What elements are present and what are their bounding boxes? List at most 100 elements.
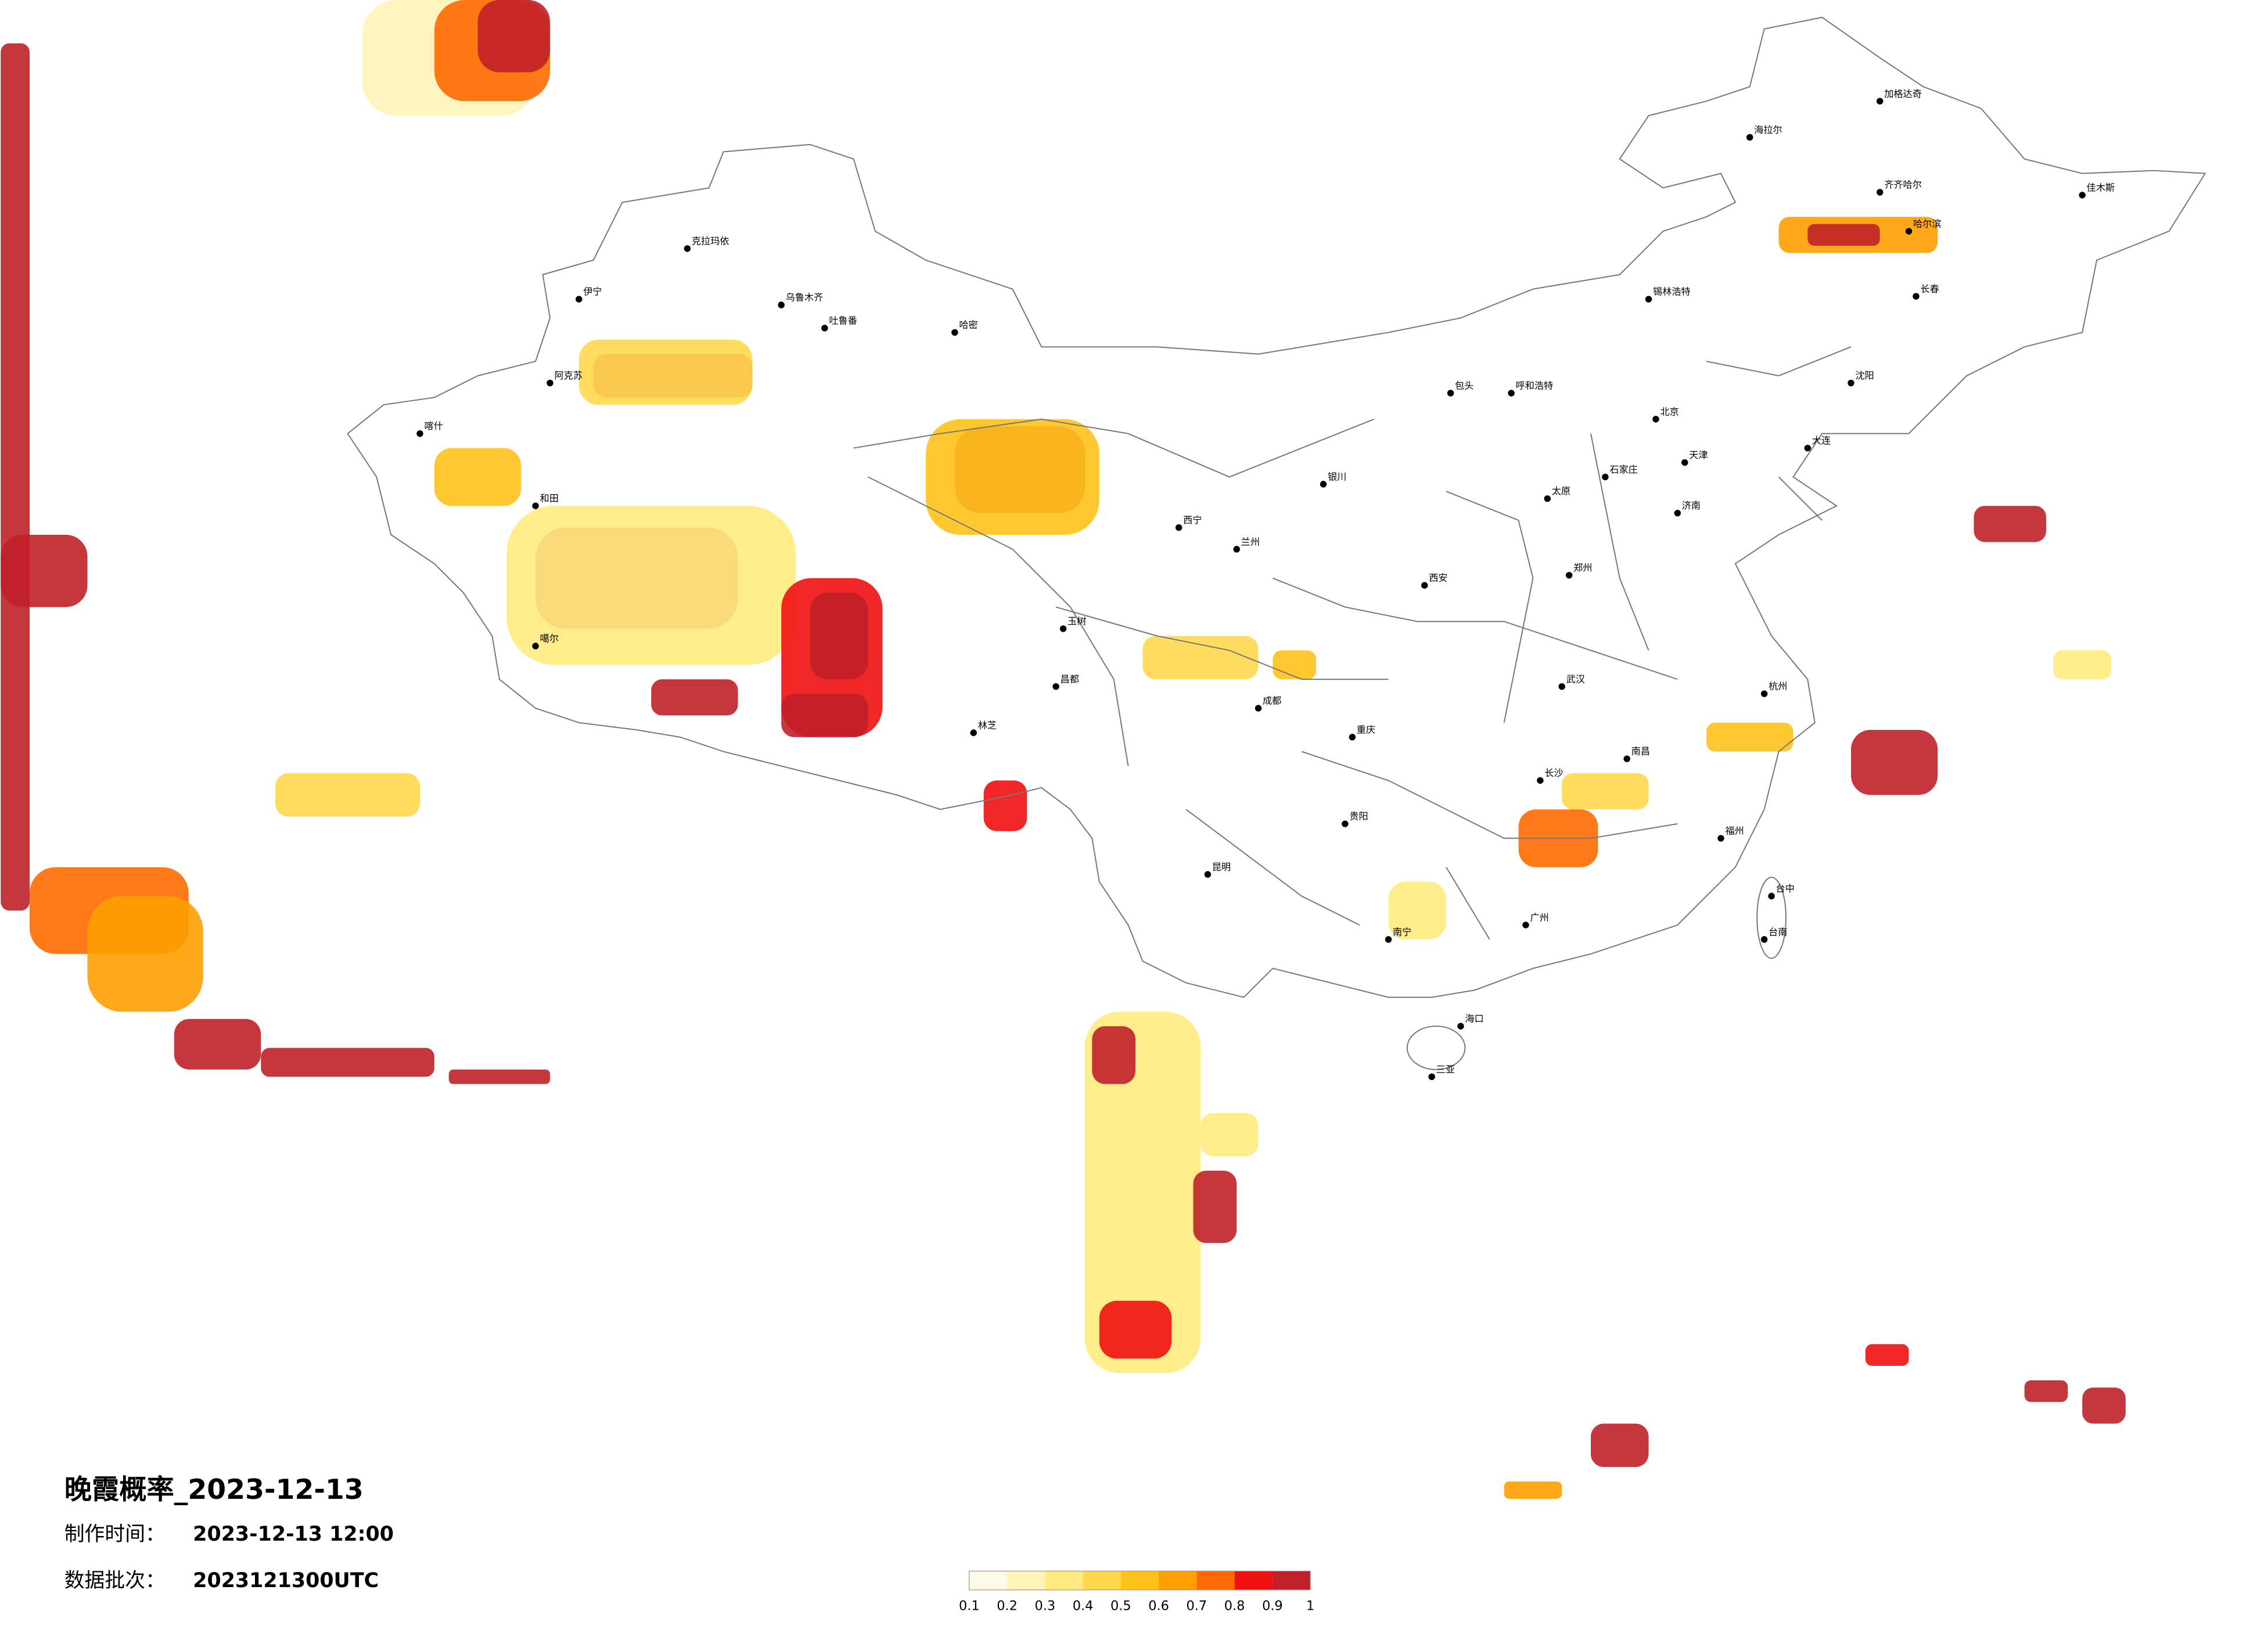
- city-label: 哈尔滨: [1913, 218, 1941, 229]
- city-dot: [547, 379, 553, 387]
- city-dot: [1717, 834, 1724, 842]
- raster-patch: [506, 506, 796, 665]
- city-dot: [1877, 189, 1884, 196]
- raster-patch: [2024, 1380, 2068, 1402]
- city-dot: [1537, 777, 1544, 784]
- raster-patch: [1084, 1012, 1201, 1373]
- city-dot: [821, 325, 828, 332]
- colorbar-swatch: [1083, 1571, 1121, 1590]
- city-dot: [1508, 390, 1515, 397]
- city-dot: [1848, 379, 1854, 387]
- city-label: 杭州: [1769, 681, 1787, 692]
- colorbar-tick-label: 0.8: [1224, 1599, 1245, 1614]
- raster-patch: [1200, 1113, 1259, 1157]
- city-label: 齐齐哈尔: [1884, 179, 1922, 190]
- city-dot: [1320, 481, 1327, 488]
- raster-patch: [477, 0, 550, 73]
- city-dot: [1602, 473, 1609, 481]
- city-dot: [1428, 1073, 1435, 1080]
- city-label: 大连: [1812, 435, 1831, 446]
- raster-patch: [174, 1019, 261, 1070]
- city-dot: [1565, 571, 1573, 579]
- city-label: 海口: [1465, 1013, 1483, 1024]
- city-label: 天津: [1689, 449, 1708, 461]
- country-outline: [347, 16, 2206, 998]
- city-label: 昆明: [1212, 861, 1231, 872]
- city-dot: [1233, 546, 1240, 553]
- raster-patch: [1388, 882, 1447, 940]
- raster-patch: [983, 780, 1027, 832]
- raster-patch: [1706, 722, 1793, 752]
- made-time-label: 制作时间：: [64, 1523, 166, 1546]
- city-dot: [1544, 495, 1551, 502]
- raster-patch: [1974, 506, 2046, 542]
- city-label: 噶尔: [540, 633, 559, 644]
- raster-patch: [1142, 636, 1259, 679]
- city-label: 阿克苏: [554, 370, 582, 381]
- colorbar-tick-label: 0.9: [1262, 1599, 1283, 1614]
- colorbar: 0.1 0.2 0.3 0.4 0.5 0.6 0.7 0.8 0.9 1: [959, 1570, 1314, 1614]
- city-dot: [1175, 524, 1182, 531]
- colorbar-swatch: [1120, 1571, 1159, 1590]
- city-label: 林芝: [978, 720, 997, 731]
- city-label: 克拉玛依: [692, 236, 729, 247]
- city-dot: [970, 729, 977, 736]
- colorbar-swatch: [1159, 1571, 1197, 1590]
- city-label: 吐鲁番: [829, 315, 857, 326]
- city-label: 海拉尔: [1754, 124, 1782, 135]
- city-label: 加格达奇: [1884, 88, 1922, 99]
- city-dot: [1674, 509, 1681, 517]
- city-dot: [1522, 922, 1529, 929]
- city-dot: [1804, 444, 1811, 452]
- colorbar-swatch: [1234, 1571, 1273, 1590]
- city-dot: [532, 502, 539, 509]
- raster-patch: [781, 693, 868, 738]
- city-label: 北京: [1660, 406, 1678, 417]
- city-dot: [1457, 1023, 1464, 1030]
- city-dot: [1623, 755, 1630, 762]
- raster-patch: [1099, 1301, 1172, 1359]
- city-label: 石家庄: [1609, 464, 1637, 475]
- city-dot: [1645, 296, 1652, 303]
- probability-raster: [1, 0, 2126, 1499]
- city-label: 包头: [1455, 380, 1473, 391]
- city-dot: [1385, 936, 1392, 943]
- city-label: 台中: [1776, 883, 1795, 894]
- city-label: 沈阳: [1855, 370, 1874, 381]
- boundaries: [347, 16, 2206, 1070]
- city-label: 三亚: [1436, 1064, 1455, 1075]
- city-label: 伊宁: [583, 286, 602, 297]
- colorbar-tick-label: 0.5: [1110, 1599, 1131, 1614]
- raster-patch: [1, 534, 88, 607]
- raster-patch: [651, 679, 738, 715]
- city-label: 佳木斯: [2087, 182, 2115, 193]
- colorbar-swatch: [1272, 1571, 1311, 1590]
- city-label: 和田: [540, 493, 559, 504]
- city-dot: [1760, 690, 1768, 697]
- city-label: 玉树: [1067, 616, 1086, 627]
- colorbar-tick-label: 0.6: [1148, 1599, 1169, 1614]
- city-dot: [1913, 293, 1920, 300]
- colorbar-swatch: [1007, 1571, 1045, 1590]
- colorbar-tick-label: 0.7: [1187, 1599, 1207, 1614]
- city-label: 西安: [1429, 573, 1447, 584]
- city-label: 南昌: [1631, 746, 1650, 757]
- city-dot: [1059, 625, 1067, 632]
- colorbar-tick-label: 0.4: [1073, 1599, 1094, 1614]
- colorbar-tick-label: 0.3: [1034, 1599, 1055, 1614]
- city-label: 锡林浩特: [1653, 286, 1691, 297]
- raster-patch: [810, 592, 868, 679]
- made-time: 2023-12-13 12:00: [193, 1523, 394, 1546]
- city-label: 台南: [1769, 926, 1787, 937]
- city-dot: [1349, 733, 1356, 741]
- raster-patch: [1092, 1026, 1135, 1084]
- raster-patch: [275, 773, 420, 817]
- city-label: 兰州: [1241, 536, 1260, 547]
- city-label: 西宁: [1183, 515, 1202, 526]
- raster-patch: [1273, 650, 1317, 679]
- city-dot: [1652, 416, 1659, 423]
- city-dot: [1255, 704, 1262, 712]
- hainan: [1406, 1026, 1466, 1070]
- raster-patch: [1850, 729, 1938, 795]
